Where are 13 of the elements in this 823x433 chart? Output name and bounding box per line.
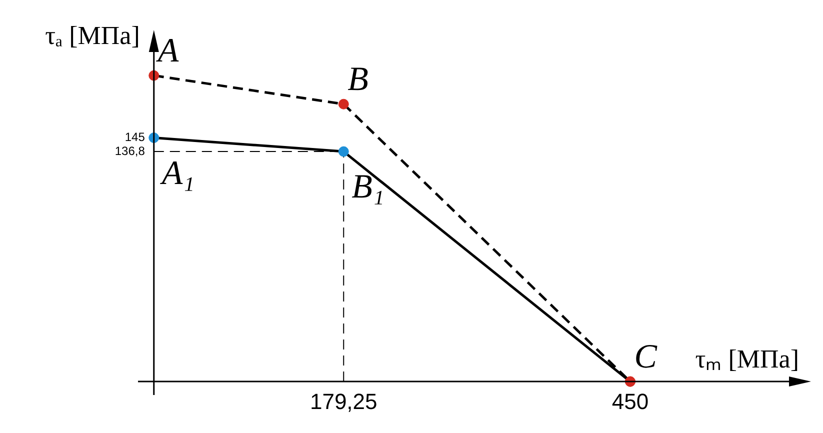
x-tick-label: 450	[612, 388, 649, 414]
x-axis-title: τₘ [МПа]	[695, 344, 799, 374]
annotation: B	[348, 61, 369, 98]
annotation: B₁	[352, 168, 384, 206]
y-tick-label: 145	[124, 130, 146, 144]
y-tick-label: 136,8	[114, 144, 146, 158]
annotation: A₁	[160, 154, 194, 192]
annotation: A	[156, 32, 179, 70]
point	[338, 98, 349, 110]
x-tick-label: 179,25	[310, 388, 378, 414]
point	[338, 146, 349, 157]
y-axis-title: τₐ [МПа]	[45, 21, 140, 50]
annotation: C	[634, 338, 658, 376]
